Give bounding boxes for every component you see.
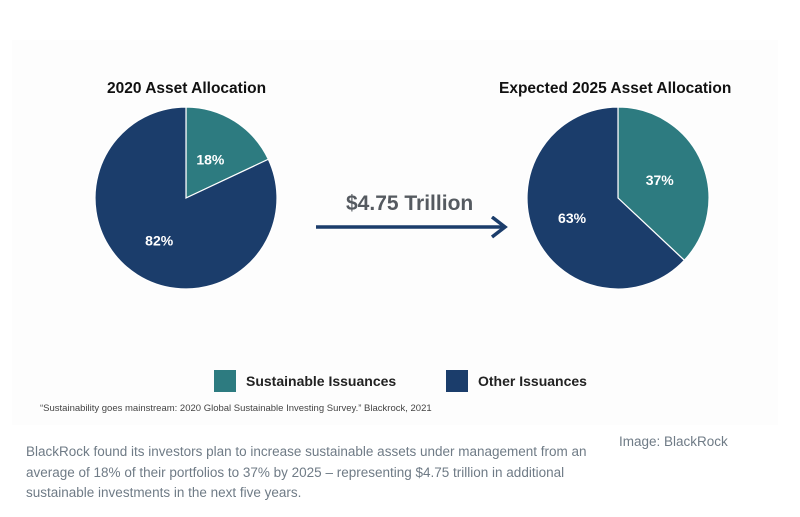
pie-slice-other: [526, 106, 686, 290]
chart-title-2020: 2020 Asset Allocation: [107, 80, 267, 97]
legend-swatch-sustainable: [214, 370, 236, 392]
pie-chart-2020: 18% 82%: [94, 106, 278, 290]
pie-data-label: 82%: [145, 232, 174, 248]
source-note: “Sustainability goes mainstream: 2020 Gl…: [40, 403, 432, 414]
pie-data-label: 63%: [558, 210, 587, 226]
legend-label-sustainable: Sustainable Issuances: [246, 373, 397, 389]
chart-figure: 2020 Asset Allocation Expected 2025 Asse…: [12, 40, 778, 425]
image-credit: Image: BlackRock: [619, 434, 728, 449]
chart-title-2025: Expected 2025 Asset Allocation: [499, 80, 732, 97]
pie-slice-sustainable: [617, 106, 710, 262]
pie-slice-other: [94, 106, 278, 290]
legend-item-sustainable: Sustainable Issuances: [214, 370, 396, 392]
legend-swatch-other: [446, 370, 468, 392]
legend-label-other: Other Issuances: [478, 373, 587, 389]
pie-slice-sustainable: [185, 106, 270, 199]
pie-data-label: 18%: [196, 152, 225, 168]
transition-label: $4.75 Trillion: [346, 192, 474, 215]
legend-item-other: Other Issuances: [446, 370, 587, 392]
pie-data-label: 37%: [646, 172, 675, 188]
image-caption: BlackRock found its investors plan to in…: [26, 444, 587, 500]
pie-chart-2025: 37% 63%: [526, 106, 710, 290]
arrow-right-icon: [316, 216, 508, 239]
